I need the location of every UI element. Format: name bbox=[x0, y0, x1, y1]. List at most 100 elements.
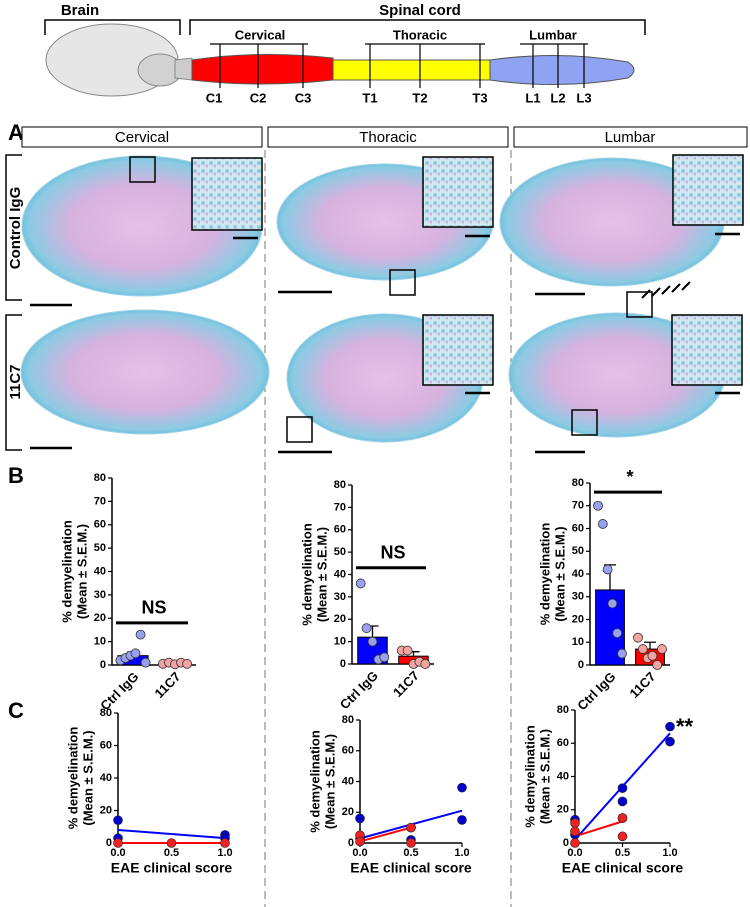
x-tick-label: 0.0 bbox=[567, 847, 582, 859]
y-axis-label: (Mean ± S.E.M.) bbox=[537, 729, 552, 824]
segment-label: L3 bbox=[576, 90, 591, 105]
segment-label: C3 bbox=[295, 90, 312, 105]
y-axis-label: (Mean ± S.E.M.) bbox=[314, 527, 329, 622]
bracket bbox=[44, 19, 181, 35]
y-axis-label: (Mean ± S.E.M.) bbox=[322, 734, 337, 829]
x-tick-label: 0.0 bbox=[110, 847, 125, 859]
y-tick-label: 0 bbox=[578, 659, 584, 671]
data-point bbox=[379, 652, 390, 663]
x-axis-label: EAE clinical score bbox=[350, 860, 472, 876]
data-point bbox=[420, 659, 431, 669]
row-bracket bbox=[5, 154, 22, 301]
data-point bbox=[406, 822, 416, 833]
data-point bbox=[402, 645, 413, 656]
panel-label: C bbox=[8, 698, 24, 723]
y-tick-label: 40 bbox=[94, 565, 106, 577]
brain-label: Brain bbox=[61, 2, 99, 19]
column-header: Cervical bbox=[115, 129, 169, 146]
y-tick-label: 80 bbox=[334, 479, 346, 491]
y-tick-label: 20 bbox=[557, 804, 569, 816]
data-point bbox=[135, 629, 146, 640]
x-axis-label: EAE clinical score bbox=[562, 860, 684, 876]
data-point bbox=[647, 651, 658, 661]
data-point bbox=[617, 648, 627, 659]
y-axis-label: % demyelination bbox=[299, 523, 314, 626]
data-point bbox=[593, 500, 603, 511]
x-tick-label: 11C7 bbox=[390, 668, 422, 700]
y-tick-label: 80 bbox=[100, 707, 112, 719]
y-tick-label: 20 bbox=[94, 612, 106, 624]
y-axis-label: % demyelination bbox=[522, 725, 537, 828]
x-tick-label: 0.0 bbox=[352, 847, 367, 859]
trend-line bbox=[574, 820, 623, 838]
x-tick-label: 11C7 bbox=[626, 669, 658, 701]
insets bbox=[129, 154, 744, 443]
x-tick-label: Ctrl IgG bbox=[337, 668, 381, 712]
scale-bars bbox=[30, 232, 740, 454]
region-label: Lumbar bbox=[529, 27, 577, 42]
data-point bbox=[665, 721, 675, 732]
data-point bbox=[617, 831, 628, 842]
y-tick-label: 0 bbox=[348, 837, 354, 849]
data-point bbox=[113, 838, 123, 848]
y-tick-label: 40 bbox=[334, 568, 346, 580]
y-tick-label: 0 bbox=[100, 659, 106, 671]
row-bracket bbox=[5, 314, 22, 451]
data-point bbox=[355, 836, 365, 847]
y-tick-label: 60 bbox=[94, 519, 106, 531]
y-tick-label: 30 bbox=[572, 591, 584, 603]
y-tick-label: 70 bbox=[94, 495, 106, 507]
thoracic-cord bbox=[332, 59, 491, 81]
x-tick-label: Ctrl IgG bbox=[574, 669, 618, 713]
x-tick-label: 1.0 bbox=[454, 847, 469, 859]
x-axis-label: EAE clinical score bbox=[111, 860, 233, 876]
data-point bbox=[570, 826, 580, 837]
data-point bbox=[457, 815, 467, 825]
x-tick-label: 1.0 bbox=[662, 847, 677, 859]
row-label: 11C7 bbox=[7, 364, 24, 399]
y-tick-label: 80 bbox=[572, 477, 584, 489]
data-point bbox=[652, 660, 663, 670]
y-tick-label: 40 bbox=[342, 775, 354, 787]
bracket bbox=[189, 19, 646, 35]
significance-label: NS bbox=[141, 598, 166, 618]
panel-label: B bbox=[8, 463, 24, 488]
y-tick-label: 50 bbox=[94, 542, 106, 554]
diagram: Brain Spinal cord Cervical Thoracic Lumb… bbox=[44, 2, 646, 105]
data-point bbox=[182, 658, 192, 669]
y-tick-label: 0 bbox=[106, 837, 112, 849]
y-tick-label: 40 bbox=[557, 770, 569, 782]
y-tick-label: 0 bbox=[340, 658, 346, 670]
segment-label: T3 bbox=[472, 90, 487, 105]
y-tick-label: 60 bbox=[572, 522, 584, 534]
x-tick-label: 11C7 bbox=[151, 669, 183, 701]
y-axis-label: % demyelination bbox=[307, 730, 322, 833]
x-tick-label: 1.0 bbox=[217, 847, 232, 859]
data-point bbox=[665, 736, 675, 747]
significance-label: NS bbox=[380, 543, 405, 563]
trend-line bbox=[359, 826, 412, 843]
y-tick-label: 10 bbox=[572, 636, 584, 648]
y-tick-label: 50 bbox=[572, 545, 584, 557]
data-point bbox=[612, 628, 623, 639]
y-tick-label: 30 bbox=[334, 591, 346, 603]
y-tick-label: 20 bbox=[334, 613, 346, 625]
y-tick-label: 80 bbox=[94, 472, 106, 484]
error-bar bbox=[644, 641, 656, 650]
data-point bbox=[607, 598, 618, 609]
trend-line bbox=[117, 829, 226, 840]
histology bbox=[20, 155, 726, 443]
y-tick-label: 70 bbox=[572, 500, 584, 512]
data-point bbox=[166, 838, 177, 848]
data-point bbox=[617, 783, 628, 793]
data-point bbox=[633, 632, 643, 643]
data-point bbox=[406, 838, 416, 848]
y-tick-label: 20 bbox=[572, 613, 584, 625]
data-point bbox=[130, 648, 141, 659]
segment-label: T1 bbox=[362, 90, 377, 105]
data-point bbox=[361, 623, 372, 634]
data-point bbox=[220, 838, 230, 848]
column-header-box bbox=[21, 126, 263, 148]
data-point bbox=[355, 813, 365, 824]
y-axis-label: (Mean ± S.E.M.) bbox=[74, 524, 89, 619]
